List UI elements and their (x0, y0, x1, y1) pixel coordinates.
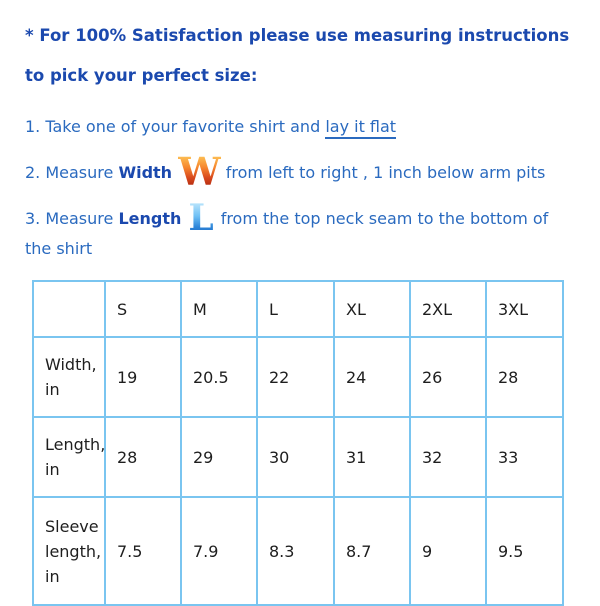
heading: * For 100% Satisfaction please use measu… (25, 16, 590, 96)
table-cell: 28 (104, 416, 182, 498)
table-cell: 33 (485, 416, 564, 498)
col-header-2xl: 2XL (409, 280, 487, 338)
heading-line-2: to pick your perfect size: (25, 66, 258, 85)
table-cell: 20.5 (180, 336, 258, 418)
table-cell: 9.5 (485, 496, 564, 606)
step-1-underlined-text: lay it flat (325, 117, 397, 139)
step-2-keyword: Width (118, 163, 173, 182)
step-3-line-2: the shirt (25, 239, 93, 258)
step-2-text: 2. Measure (25, 163, 119, 182)
table-cell: 19 (104, 336, 182, 418)
step-2-suffix: from left to right , 1 inch below arm pi… (225, 163, 546, 182)
width-row: Width, in 19 20.5 22 24 26 28 (32, 336, 564, 418)
table-cell: 8.3 (256, 496, 335, 606)
table-cell: 26 (409, 336, 487, 418)
table-cell: 29 (180, 416, 258, 498)
table-cell: 24 (333, 336, 411, 418)
step-3-text: 3. Measure (25, 209, 119, 228)
table-cell: 32 (409, 416, 487, 498)
step-1-text: 1. Take one of your favorite shirt and (25, 117, 326, 136)
sleeve-length-row-label: Sleeve length, in (32, 496, 106, 606)
step-3-suffix: from the top neck seam to the bottom of (220, 209, 549, 228)
col-header-m: M (180, 280, 258, 338)
size-chart-table: S M L XL 2XL 3XL Width, in 19 20.5 22 24… (32, 280, 564, 606)
col-header-blank (32, 280, 106, 338)
header-row: S M L XL 2XL 3XL (32, 280, 564, 338)
width-w-icon: W (178, 149, 221, 194)
col-header-s: S (104, 280, 182, 338)
table-cell: 28 (485, 336, 564, 418)
length-l-icon: L (188, 197, 214, 239)
sleeve-length-row: Sleeve length, in 7.5 7.9 8.3 8.7 9 9.5 (32, 496, 564, 606)
heading-line-1: * For 100% Satisfaction please use measu… (25, 26, 570, 45)
length-row-label: Length, in (32, 416, 106, 498)
table-cell: 22 (256, 336, 335, 418)
table-cell: 7.9 (180, 496, 258, 606)
col-header-3xl: 3XL (485, 280, 564, 338)
step-1: 1. Take one of your favorite shirt and l… (25, 112, 590, 142)
table-cell: 8.7 (333, 496, 411, 606)
table-cell: 30 (256, 416, 335, 498)
step-1-line: 1. Take one of your favorite shirt and l… (25, 117, 397, 139)
table-cell: 31 (333, 416, 411, 498)
step-3-keyword: Length (118, 209, 182, 228)
col-header-l: L (256, 280, 335, 338)
table-cell: 7.5 (104, 496, 182, 606)
length-row: Length, in 28 29 30 31 32 33 (32, 416, 564, 498)
width-row-label: Width, in (32, 336, 106, 418)
table-cell: 9 (409, 496, 487, 606)
col-header-xl: XL (333, 280, 411, 338)
